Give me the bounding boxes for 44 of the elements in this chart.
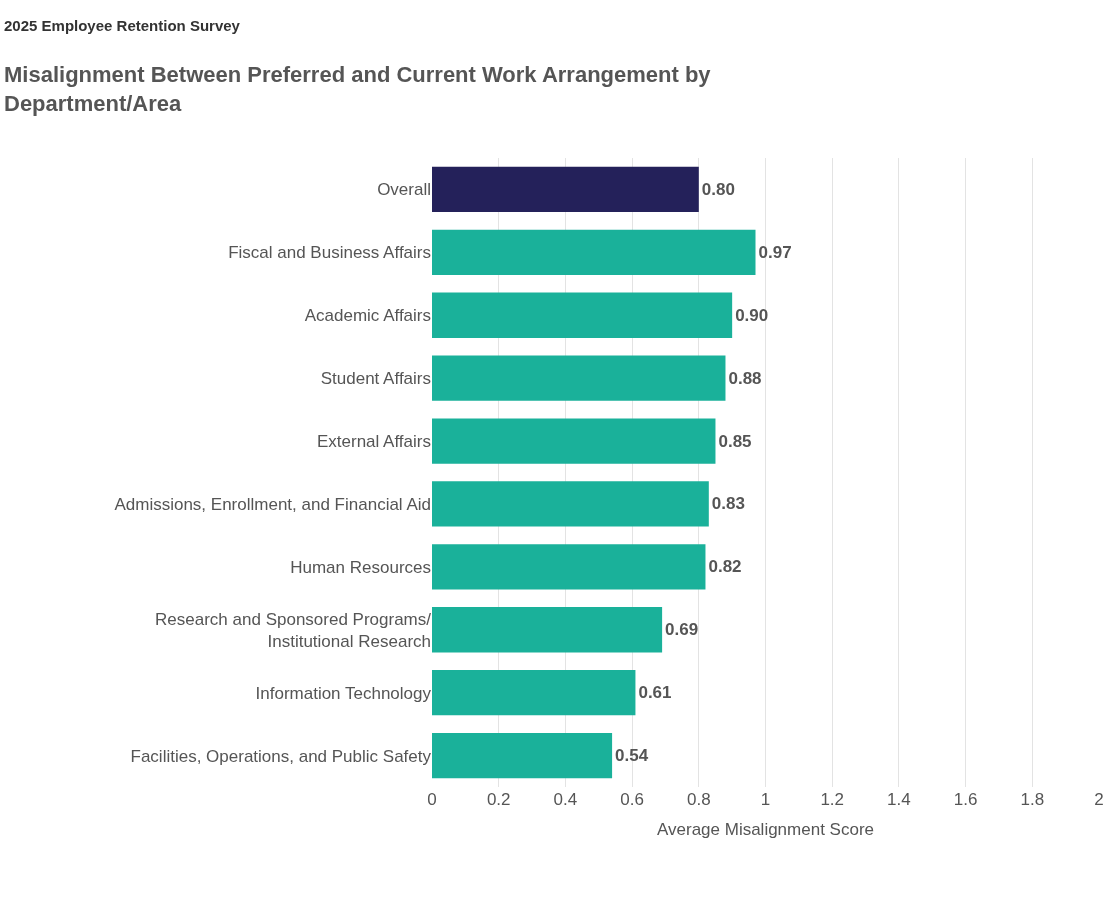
x-tick-label: 0.2 bbox=[486, 790, 511, 809]
bar bbox=[432, 670, 636, 716]
chart-title: Misalignment Between Preferred and Current Work Arrangement by Department/Area bbox=[4, 62, 712, 116]
x-tick-label: 0.8 bbox=[686, 790, 711, 809]
bar bbox=[432, 292, 733, 338]
data-label: 0.54 bbox=[615, 746, 649, 766]
y-tick-label: Research and Sponsored Programs/ Institutional Research bbox=[155, 609, 432, 651]
data-label: 0.97 bbox=[758, 242, 792, 262]
y-tick-label: External Affairs bbox=[316, 432, 431, 451]
x-tick-label: 1.4 bbox=[887, 790, 911, 809]
x-tick-label: 1.2 bbox=[820, 790, 845, 809]
x-tick-label: 0.6 bbox=[620, 790, 644, 809]
bar bbox=[432, 418, 716, 464]
x-tick-label: 1 bbox=[760, 790, 771, 809]
data-label: 0.85 bbox=[718, 431, 752, 451]
data-label: 0.90 bbox=[735, 305, 769, 325]
bar bbox=[432, 607, 663, 653]
x-tick-label: 1.8 bbox=[1020, 790, 1045, 809]
x-axis-title: Average Misalignment Score bbox=[656, 820, 875, 840]
data-label: 0.88 bbox=[728, 368, 762, 388]
y-tick-label: Academic Affairs bbox=[304, 306, 431, 326]
bar bbox=[432, 166, 699, 213]
x-tick-label: 1.6 bbox=[953, 790, 978, 809]
x-tick-label: 0 bbox=[427, 790, 437, 809]
bar bbox=[432, 481, 709, 527]
y-tick-label: Fiscal and Business Affairs bbox=[228, 243, 431, 263]
y-tick-label: Overall bbox=[377, 180, 431, 200]
data-label: 0.61 bbox=[638, 683, 672, 703]
bar bbox=[432, 229, 756, 275]
y-tick-label: Admissions, Enrollment, and Financial Aid bbox=[114, 494, 431, 514]
x-tick-label: 2 bbox=[1094, 790, 1104, 809]
y-tick-label: Student Affairs bbox=[320, 369, 431, 389]
y-tick-label: Facilities, Operations, and Public Safety bbox=[130, 746, 432, 766]
x-tick-label: 0.4 bbox=[553, 790, 578, 809]
bar bbox=[432, 355, 726, 401]
y-tick-label: Human Resources bbox=[290, 557, 431, 577]
bar bbox=[432, 732, 613, 779]
data-label: 0.82 bbox=[708, 557, 742, 577]
text: 2025 Employee Retention Survey bbox=[4, 17, 241, 34]
bar bbox=[432, 544, 706, 590]
data-label: 0.80 bbox=[701, 179, 735, 199]
data-label: 0.69 bbox=[665, 620, 699, 640]
y-tick-label: Information Technology bbox=[255, 683, 432, 703]
data-label: 0.83 bbox=[711, 494, 745, 514]
